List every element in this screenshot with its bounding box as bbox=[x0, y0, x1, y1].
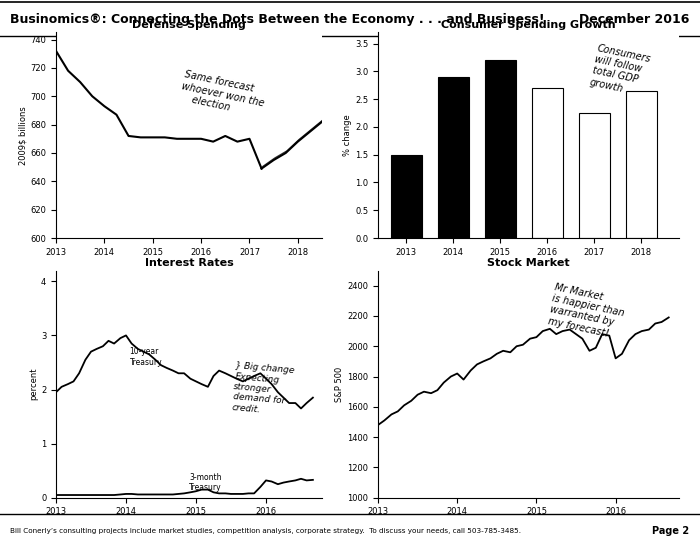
Text: 3-month
Treasury: 3-month Treasury bbox=[189, 473, 222, 492]
Text: Page 2: Page 2 bbox=[652, 526, 690, 536]
Y-axis label: 2009$ billions: 2009$ billions bbox=[18, 106, 27, 164]
Title: Interest Rates: Interest Rates bbox=[145, 259, 233, 268]
Bar bbox=[391, 155, 421, 238]
Text: Bill Conerly’s consulting projects include market studies, competition analysis,: Bill Conerly’s consulting projects inclu… bbox=[10, 527, 522, 533]
Bar bbox=[579, 113, 610, 238]
Text: 10-year
Treasury: 10-year Treasury bbox=[130, 347, 162, 367]
Bar bbox=[438, 77, 468, 238]
Text: December 2016: December 2016 bbox=[579, 13, 690, 26]
Text: } Big change
Expecting
stronger
demand for
credit.: } Big change Expecting stronger demand f… bbox=[232, 361, 295, 417]
Title: Defense Spending: Defense Spending bbox=[132, 21, 246, 30]
Y-axis label: S&P 500: S&P 500 bbox=[335, 366, 344, 402]
Text: Consumers
will follow
total GDP
growth: Consumers will follow total GDP growth bbox=[589, 43, 652, 98]
Y-axis label: % change: % change bbox=[343, 114, 352, 156]
Text: Same forecast
whoever won the
    election: Same forecast whoever won the election bbox=[178, 69, 267, 120]
Text: Businomics®: Connecting the Dots Between the Economy . . . and Business!: Businomics®: Connecting the Dots Between… bbox=[10, 13, 545, 26]
Bar bbox=[485, 60, 516, 238]
Y-axis label: percent: percent bbox=[29, 368, 38, 400]
Title: Stock Market: Stock Market bbox=[487, 259, 570, 268]
Bar bbox=[532, 88, 563, 238]
Text: Mr Market
is happier than
warranted by
my forecast!: Mr Market is happier than warranted by m… bbox=[547, 282, 628, 341]
Bar bbox=[626, 91, 657, 238]
Title: Consumer Spending Growth: Consumer Spending Growth bbox=[441, 21, 616, 30]
